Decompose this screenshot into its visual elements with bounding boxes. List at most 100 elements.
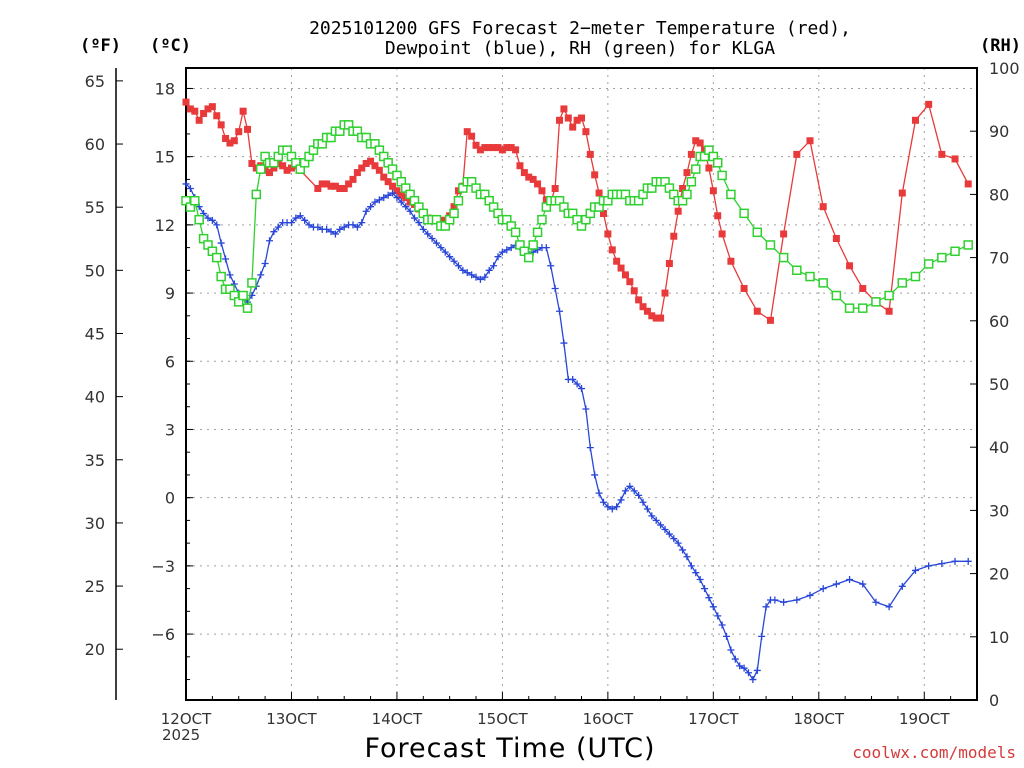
x-tick-label: 13OCT — [266, 710, 317, 728]
dewpoint-point — [481, 273, 489, 281]
rh-point — [449, 208, 459, 219]
dewpoint-point — [428, 235, 436, 243]
dewpoint-point — [261, 260, 269, 268]
dewpoint-point — [362, 207, 370, 215]
temperature-point — [679, 184, 687, 192]
dewpoint-point — [608, 505, 616, 513]
temperature-point — [885, 307, 893, 315]
dewpoint-point — [349, 221, 357, 229]
dewpoint-point — [951, 557, 959, 565]
y-tick-label-f: 20 — [85, 640, 105, 659]
temperature-point — [195, 116, 203, 124]
dewpoint-point — [384, 191, 392, 199]
y-tick-label-f: 65 — [85, 72, 105, 91]
dewpoint-point — [762, 603, 770, 611]
dewpoint-point — [542, 244, 550, 252]
dewpoint-point — [208, 216, 216, 224]
temperature-point — [384, 178, 392, 186]
temperature-point — [534, 180, 542, 188]
dewpoint-point — [367, 203, 375, 211]
dewpoint-point — [599, 498, 607, 506]
temperature-point — [323, 180, 331, 188]
dewpoint-point — [226, 271, 234, 279]
dewpoint-point — [375, 196, 383, 204]
dewpoint-point — [727, 646, 735, 654]
dewpoint-point — [296, 212, 304, 220]
temperature-point — [683, 169, 691, 177]
y-tick-label-rh: 0 — [989, 691, 999, 710]
temperature-point — [556, 116, 564, 124]
temperature-point — [819, 203, 827, 211]
dewpoint-point — [331, 230, 339, 238]
y-tick-label-rh: 50 — [989, 375, 1009, 394]
dewpoint-point — [665, 530, 673, 538]
temperature-point — [687, 150, 695, 158]
temperature-point — [468, 132, 476, 140]
temperature-point — [362, 159, 370, 167]
rh-point — [884, 290, 894, 301]
dewpoint-point — [292, 214, 300, 222]
x-tick-label: 19OCT — [899, 710, 950, 728]
temperature-point — [727, 257, 735, 265]
y-tick-label-f: 40 — [85, 388, 105, 407]
temperature-point — [538, 187, 546, 195]
temperature-point — [340, 184, 348, 192]
dewpoint-point — [507, 244, 515, 252]
dewpoint-point — [476, 275, 484, 283]
temperature-point — [793, 150, 801, 158]
dewpoint-point — [885, 603, 893, 611]
dewpoint-point — [213, 221, 221, 229]
rh-point — [752, 227, 763, 238]
temperature-point — [705, 164, 713, 172]
dewpoint-point — [419, 225, 427, 233]
dewpoint-point — [186, 184, 194, 192]
dewpoint-point — [569, 375, 577, 383]
temperature-point — [503, 144, 511, 152]
temperature-point — [349, 175, 357, 183]
dewpoint-point — [468, 271, 476, 279]
dewpoint-point — [314, 223, 322, 231]
dewpoint-point — [911, 566, 919, 574]
y-tick-label-rh: 10 — [989, 628, 1009, 647]
rh-point — [937, 252, 947, 263]
dewpoint-point — [692, 569, 700, 577]
temperature-point — [582, 128, 590, 136]
temperature-point — [595, 189, 603, 197]
y-tick-label-rh: 90 — [989, 122, 1009, 141]
dewpoint-point — [406, 207, 414, 215]
temperature-point — [186, 105, 194, 113]
rh-point — [682, 189, 692, 200]
dewpoint-point — [661, 525, 669, 533]
temperature-point — [696, 139, 704, 147]
rh-point — [194, 214, 204, 225]
y-tick-label-rh: 70 — [989, 249, 1009, 268]
rh-point — [453, 195, 464, 206]
rh-point — [717, 170, 727, 181]
dewpoint-point — [371, 198, 379, 206]
rh-point — [871, 297, 881, 307]
temperature-point — [472, 141, 480, 149]
x-axis-year: 2025 — [162, 726, 201, 744]
temperature-point — [951, 155, 959, 163]
rh-point — [216, 271, 226, 282]
temperature-point — [806, 137, 814, 145]
dewpoint-point — [736, 662, 744, 670]
temperature-point — [665, 260, 673, 268]
dewpoint-point — [582, 405, 590, 413]
dewpoint-point — [709, 603, 717, 611]
rh-point — [712, 158, 723, 168]
temperature-point — [661, 289, 669, 297]
dewpoint-point — [556, 307, 564, 315]
rh-point — [726, 189, 736, 200]
dewpoint-point — [604, 503, 612, 511]
y-tick-label-f: 25 — [85, 577, 105, 596]
dewpoint-point — [630, 487, 638, 495]
dewpoint-point — [591, 471, 599, 479]
dewpoint-point — [450, 257, 458, 265]
dewpoint-point — [780, 598, 788, 606]
temperature-point — [327, 182, 335, 190]
temperature-point — [657, 314, 665, 322]
temperature-point — [239, 107, 247, 115]
dewpoint-line — [185, 183, 969, 681]
